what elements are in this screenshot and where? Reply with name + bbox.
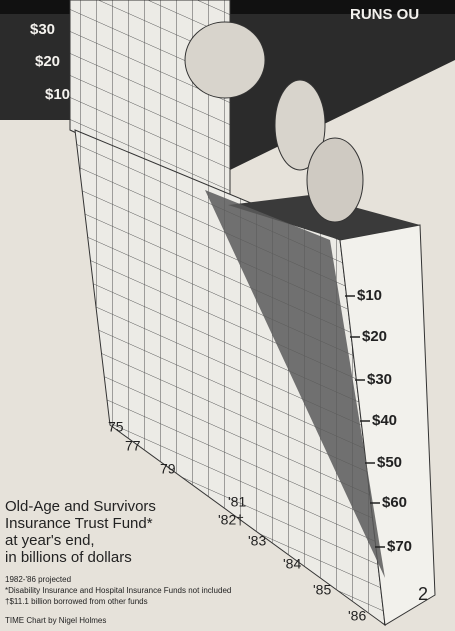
caption: in billions of dollars — [5, 549, 132, 566]
year-label: '85 — [313, 582, 331, 598]
footnote: 1982-'86 projected — [5, 575, 71, 584]
scale-label: $50 — [377, 454, 402, 471]
scale-label: $60 — [382, 494, 407, 511]
year-label: 77 — [125, 438, 141, 454]
scale-label: $20 — [362, 328, 387, 345]
year-label: 75 — [108, 419, 124, 435]
scale-label: $40 — [372, 412, 397, 429]
footnote: †$11.1 billion borrowed from other funds — [5, 597, 148, 606]
scale-label: $20 — [35, 53, 60, 70]
credit: TIME Chart by Nigel Holmes — [5, 616, 106, 625]
figure — [307, 138, 363, 222]
caption: Old-Age and Survivors — [5, 498, 156, 515]
year-label: '83 — [248, 533, 266, 549]
scale-label: $30 — [30, 21, 55, 38]
headline-fragment: RUNS OU — [350, 6, 419, 23]
figure — [185, 22, 265, 98]
year-label: '84 — [283, 556, 301, 572]
year-label: 79 — [160, 461, 176, 477]
scale-label: $30 — [367, 371, 392, 388]
year-label: '81 — [228, 494, 246, 510]
infographic: RUNS OU $30 $20 $10 $10 $20 $30 $40 $50 … — [0, 0, 455, 631]
scale-label: $10 — [357, 287, 382, 304]
scale-label: $10 — [45, 86, 70, 103]
year-label: '86 — [348, 608, 366, 624]
scale-label: $70 — [387, 538, 412, 555]
year-label: '82† — [218, 512, 244, 528]
footnote: *Disability Insurance and Hospital Insur… — [5, 586, 231, 595]
caption: Insurance Trust Fund* — [5, 515, 153, 532]
caption: at year's end, — [5, 532, 95, 549]
page-number: 2 — [418, 584, 428, 604]
